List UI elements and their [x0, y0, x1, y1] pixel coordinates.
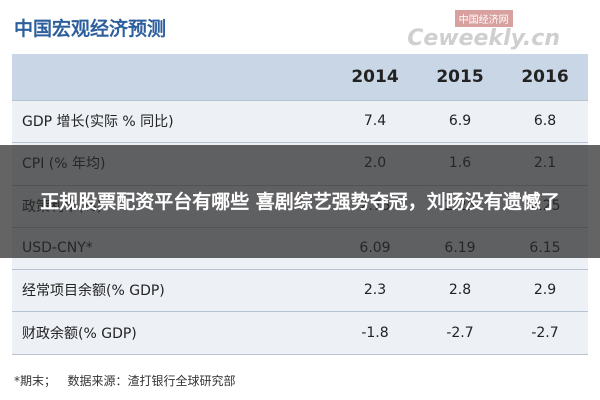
- cell-value: 6.8: [533, 113, 557, 130]
- cell-value: 6.9: [448, 113, 472, 130]
- column-header: 2016: [521, 67, 569, 87]
- table-row: 财政余额(% GDP) -1.8 -2.7 -2.7: [12, 312, 588, 355]
- cell-value: 7.4: [363, 113, 387, 130]
- cell-value: -2.7: [446, 324, 474, 341]
- source: 数据来源：渣打银行全球研究部: [67, 374, 236, 388]
- title: 中国宏观经济预测: [14, 18, 167, 40]
- banner-text: 正规股票配资平台有哪些 喜剧综艺强势夺冠，刘旸没有遗憾了: [40, 190, 560, 213]
- cell-value: 2.9: [533, 282, 557, 299]
- footnote: *期末；: [14, 374, 57, 388]
- cell-value: 2.8: [448, 282, 472, 299]
- table-row: GDP 增长(实际 % 同比) 7.4 6.9 6.8: [12, 100, 588, 144]
- header-row: 2014 2015 2016: [12, 54, 588, 101]
- row-label: 财政余额(% GDP): [22, 325, 137, 342]
- column-header: 2015: [436, 67, 484, 87]
- footer: *期末； 数据来源：渣打银行全球研究部: [14, 372, 235, 389]
- banner: 正规股票配资平台有哪些 喜剧综艺强势夺冠，刘旸没有遗憾了: [0, 145, 600, 258]
- logo-en: Ceweekly.cn: [407, 26, 560, 51]
- column-header: 2014: [351, 67, 399, 87]
- row-label: 经常项目余额(% GDP): [22, 283, 165, 300]
- logo: 中国经济网 Ceweekly.cn: [407, 8, 560, 51]
- row-label: GDP 增长(实际 % 同比): [22, 114, 174, 131]
- table-row: 经常项目余额(% GDP) 2.3 2.8 2.9: [12, 269, 588, 313]
- cell-value: -2.7: [531, 324, 559, 341]
- cell-value: 2.3: [363, 282, 387, 299]
- cell-value: -1.8: [361, 324, 389, 341]
- logo-cn: 中国经济网: [454, 10, 513, 27]
